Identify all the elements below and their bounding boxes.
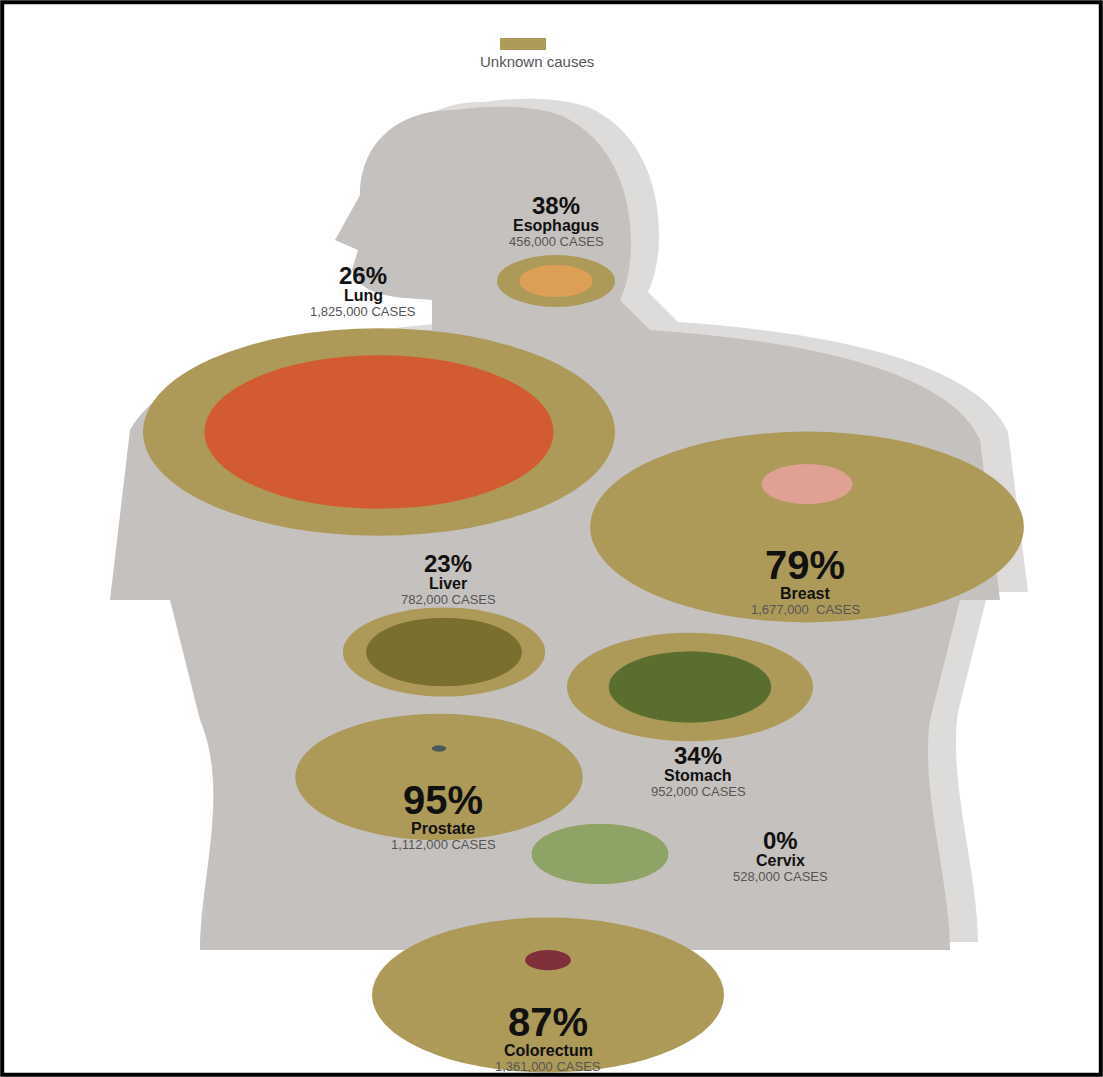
svg-text:Unknown causes: Unknown causes [480, 53, 594, 70]
svg-text:95%: 95% [403, 778, 483, 822]
svg-text:1,825,000 CASES: 1,825,000 CASES [310, 304, 416, 319]
svg-text:87%: 87% [508, 1000, 588, 1044]
svg-text:Stomach: Stomach [664, 767, 732, 784]
svg-text:1,361,000 CASES: 1,361,000 CASES [495, 1059, 601, 1074]
svg-text:Prostate: Prostate [411, 820, 475, 837]
svg-text:38%: 38% [532, 192, 580, 219]
svg-text:34%: 34% [674, 742, 722, 769]
svg-text:Lung: Lung [344, 287, 383, 304]
svg-text:456,000 CASES: 456,000 CASES [509, 234, 604, 249]
svg-text:79%: 79% [765, 543, 845, 587]
svg-text:1,112,000 CASES: 1,112,000 CASES [391, 837, 496, 852]
svg-text:952,000 CASES: 952,000 CASES [651, 784, 746, 799]
svg-text:Cervix: Cervix [756, 852, 805, 869]
svg-text:Esophagus: Esophagus [513, 217, 599, 234]
svg-text:0%: 0% [763, 827, 798, 854]
svg-text:528,000 CASES: 528,000 CASES [733, 869, 828, 884]
svg-text:782,000 CASES: 782,000 CASES [401, 592, 496, 607]
svg-text:1,677,000 CASES: 1,677,000 CASES [751, 602, 860, 617]
svg-text:23%: 23% [424, 550, 472, 577]
svg-text:26%: 26% [339, 262, 387, 289]
svg-text:Colorectum: Colorectum [504, 1042, 593, 1059]
svg-text:Liver: Liver [429, 575, 467, 592]
svg-text:Breast: Breast [780, 585, 830, 602]
